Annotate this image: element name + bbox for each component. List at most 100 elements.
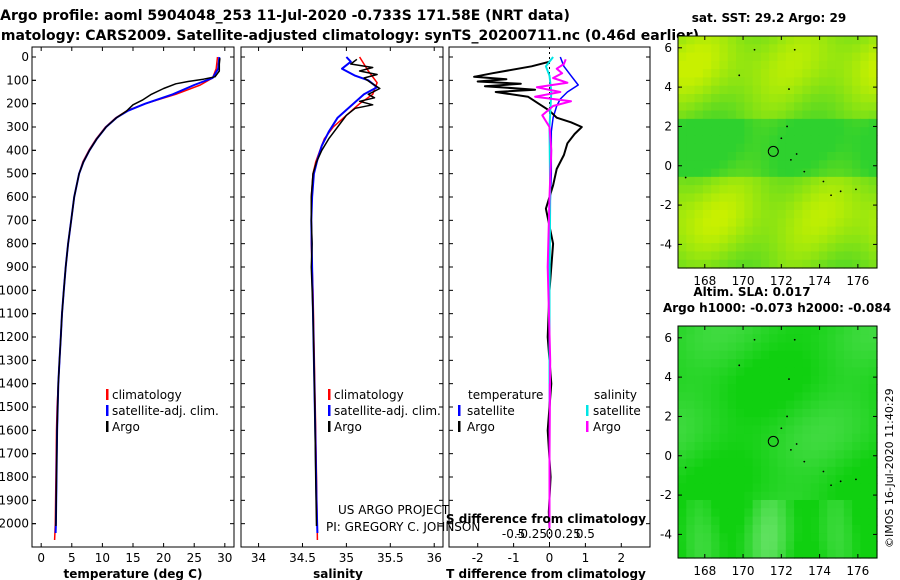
map-cell bbox=[810, 384, 820, 393]
map-cell bbox=[769, 359, 779, 369]
map-cell bbox=[760, 475, 770, 485]
map-cell bbox=[760, 218, 770, 228]
map-cell bbox=[860, 135, 870, 145]
map-cell bbox=[727, 135, 737, 145]
map-cell bbox=[711, 549, 721, 559]
map-cell bbox=[818, 500, 828, 509]
legend-swatch-temp-argo bbox=[458, 421, 461, 432]
map-cell bbox=[868, 466, 878, 476]
map-cell bbox=[868, 69, 878, 79]
map-cell bbox=[843, 350, 853, 360]
island-dot bbox=[788, 378, 790, 380]
map-cell bbox=[678, 375, 687, 385]
map-cell bbox=[827, 60, 837, 70]
map-cell bbox=[752, 44, 762, 54]
map-cell bbox=[702, 483, 712, 493]
map-cell bbox=[719, 367, 729, 377]
map-cell bbox=[810, 425, 820, 435]
map-cell bbox=[777, 417, 787, 427]
island-dot bbox=[738, 364, 741, 367]
map-cell bbox=[769, 541, 779, 551]
map-cell bbox=[835, 533, 845, 543]
map-cell bbox=[686, 143, 696, 153]
x-tick-label: -1 bbox=[508, 551, 520, 565]
map-cell bbox=[835, 36, 845, 45]
map-cell bbox=[852, 541, 862, 551]
map-cell bbox=[852, 60, 862, 70]
map-cell bbox=[835, 334, 845, 344]
map-cell bbox=[686, 375, 696, 385]
map-cell bbox=[802, 102, 812, 112]
map-cell bbox=[818, 102, 828, 112]
map-cell bbox=[752, 234, 762, 244]
map-cell bbox=[694, 491, 704, 501]
map-cell bbox=[777, 218, 787, 228]
map-cell bbox=[810, 549, 820, 559]
map-cell bbox=[736, 201, 745, 211]
map-cell bbox=[769, 508, 779, 518]
map-cell bbox=[678, 44, 687, 54]
map-cell bbox=[777, 450, 787, 460]
map-cell bbox=[785, 450, 795, 460]
map-cell bbox=[860, 185, 870, 195]
map-cell bbox=[852, 201, 862, 211]
map-cell bbox=[694, 44, 704, 54]
map-cell bbox=[744, 400, 754, 410]
map-cell bbox=[777, 367, 787, 377]
map-cell bbox=[785, 458, 795, 468]
map-cell bbox=[843, 375, 853, 385]
island-dot bbox=[795, 443, 798, 445]
map-cell bbox=[827, 135, 837, 145]
island-dot bbox=[786, 125, 788, 128]
map-cell bbox=[818, 533, 828, 543]
map-x-tick-label: 174 bbox=[808, 564, 831, 578]
map-cell bbox=[843, 102, 853, 112]
map-cell bbox=[794, 234, 803, 244]
map-cell bbox=[802, 160, 812, 170]
map-cell bbox=[785, 433, 795, 443]
map-cell bbox=[810, 342, 820, 352]
map-cell bbox=[711, 458, 721, 468]
map-cell bbox=[736, 483, 745, 493]
map-cell bbox=[702, 367, 712, 377]
map-cell bbox=[769, 210, 779, 219]
map-cell bbox=[719, 210, 729, 219]
map-cell bbox=[835, 400, 845, 410]
map-cell bbox=[835, 85, 845, 95]
map-cell bbox=[802, 127, 812, 137]
map-cell bbox=[802, 118, 812, 128]
map-x-tick-label: 170 bbox=[732, 274, 755, 288]
map-cell bbox=[777, 342, 787, 352]
depth-tick-label: 1700 bbox=[0, 447, 29, 461]
map-cell bbox=[736, 127, 745, 137]
map-cell bbox=[785, 127, 795, 137]
map-cell bbox=[736, 243, 745, 253]
map-cell bbox=[802, 375, 812, 385]
map-cell bbox=[843, 77, 853, 87]
island-dot bbox=[753, 48, 756, 51]
map-cell bbox=[818, 524, 828, 534]
map-cell bbox=[835, 442, 845, 451]
map-cell bbox=[678, 350, 687, 360]
map-cell bbox=[860, 85, 870, 95]
map-cell bbox=[868, 500, 878, 509]
map-cell bbox=[777, 60, 787, 70]
map-cell bbox=[835, 433, 845, 443]
map-cell bbox=[843, 458, 853, 468]
map-cell bbox=[860, 118, 870, 128]
map-cell bbox=[794, 326, 803, 335]
map-cell bbox=[727, 185, 737, 195]
map-cell bbox=[719, 143, 729, 153]
island-dot bbox=[803, 170, 806, 173]
map-cell bbox=[744, 475, 754, 485]
map-cell bbox=[702, 218, 712, 228]
salinity-legend: climatology satellite-adj. clim. Argo bbox=[328, 388, 441, 434]
map-cell bbox=[843, 524, 853, 534]
map-cell bbox=[827, 533, 837, 543]
map-cell bbox=[827, 541, 837, 551]
map-cell bbox=[868, 334, 878, 344]
map-cell bbox=[827, 218, 837, 228]
map-cell bbox=[678, 193, 687, 203]
map-cell bbox=[719, 52, 729, 62]
